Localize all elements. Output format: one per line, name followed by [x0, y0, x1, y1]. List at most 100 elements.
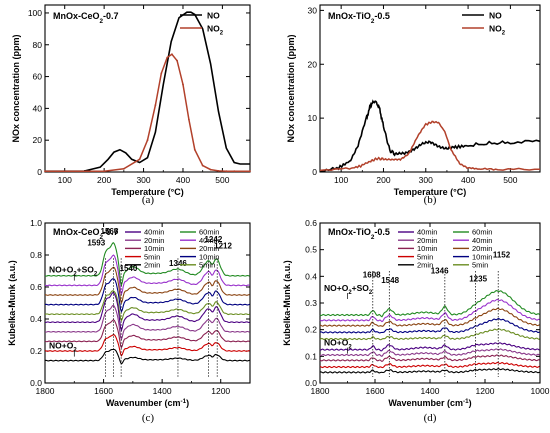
spectrum-line-2min — [319, 368, 540, 374]
spectrum-line-10min — [44, 319, 250, 350]
y-tick-label: 0.2 — [305, 325, 317, 335]
y-tick-label: 30 — [308, 5, 318, 15]
x-tick-label: 1600 — [94, 386, 113, 396]
series-point-no2 — [225, 170, 228, 173]
y-tick-label: 0.6 — [305, 218, 317, 228]
series-point-no2 — [209, 168, 212, 171]
y-tick-label: 20 — [33, 135, 43, 145]
legend-label: 5min — [472, 261, 488, 270]
peak-label: 1152 — [493, 251, 511, 260]
y-axis-title: Kubelka-Munk (a.u.) — [7, 260, 17, 346]
plot-frame — [319, 4, 541, 173]
peak-label: 1235 — [469, 275, 487, 284]
spectrum-line-5min — [319, 361, 540, 369]
spectrum-line-20min — [44, 266, 250, 305]
legend-label: 10min — [199, 252, 219, 261]
spectrum-line-40min — [319, 342, 540, 352]
legend-label: 5min — [199, 261, 215, 270]
series-point-no2 — [160, 72, 163, 75]
group-label-no-o2: NO+O2 — [49, 341, 77, 354]
panel-c: 1800 1600 1400 1200 0.0 0.2 0.4 0.6 0.8 1.0 1593 15… — [7, 218, 251, 424]
x-tick-label: 1800 — [311, 386, 330, 396]
x-tick-label: 500 — [215, 175, 229, 185]
y-tick-label: 0 — [37, 167, 42, 177]
y-axis-title: Kubelka-Munk (a.u.) — [282, 260, 292, 346]
y-tick-label: 0 — [312, 167, 317, 177]
legend-label: 10min — [472, 252, 492, 261]
y-tick-label: 0.4 — [30, 314, 42, 324]
series-point-no2 — [217, 169, 220, 172]
spectrum-line-10min — [319, 318, 540, 334]
x-tick-label: 1600 — [366, 386, 385, 396]
peak-label: 1346 — [431, 267, 449, 276]
series-point-no2 — [122, 167, 125, 170]
spectrum-line-20min — [44, 304, 250, 341]
series-point-no2 — [146, 139, 149, 142]
series-point-no2 — [187, 118, 190, 121]
x-tick-label: 1800 — [36, 386, 55, 396]
spectrum-line-5min — [319, 328, 540, 341]
x-tick-label: 300 — [136, 175, 150, 185]
legend-label-no2: NO2 — [489, 24, 506, 37]
panel-b: 100 200 300 400 500 0 10 20 30 MnOx-TiO2-0.5 NO NO2… — [286, 4, 541, 206]
legend-label: 2min — [144, 261, 160, 270]
legend-label: 60min — [472, 228, 492, 237]
x-axis-title: Wavenumber (cm-1) — [106, 398, 189, 409]
group-label-no-o2: NO+O2 — [324, 338, 352, 351]
legend-label: 40min — [417, 228, 437, 237]
legend-label: 5min — [144, 252, 160, 261]
peak-label: 1566 — [101, 227, 119, 236]
x-tick-label: 1200 — [476, 386, 495, 396]
spectrum-line-40min — [44, 292, 250, 332]
panel-title: MnOx-CeO2-0.7 — [53, 11, 119, 25]
panel-caption: (b) — [424, 194, 437, 206]
x-tick-label: 100 — [334, 175, 348, 185]
spectrum-line-40min — [44, 254, 250, 296]
panel-caption: (a) — [142, 194, 155, 206]
x-tick-label: 200 — [97, 175, 111, 185]
spectrum-line-20min — [319, 348, 540, 357]
y-tick-label: 0.0 — [30, 378, 42, 388]
series-line-no2 — [319, 120, 540, 172]
spectrum-line-60min — [44, 242, 250, 288]
legend-label: 40min — [144, 228, 164, 237]
series-point-no2 — [103, 170, 106, 173]
y-tick-label: 80 — [33, 40, 43, 50]
series-line-no — [319, 99, 541, 173]
y-tick-label: 0.8 — [30, 250, 42, 260]
panel-title: MnOx-TiO2-0.5 — [328, 11, 390, 25]
x-tick-label: 1400 — [153, 386, 172, 396]
legend-label-no: NO — [207, 11, 220, 21]
y-tick-label: 1.0 — [30, 218, 42, 228]
y-tick-label: 0.2 — [30, 346, 42, 356]
y-tick-label: 0.1 — [305, 351, 317, 361]
y-tick-label: 0.4 — [305, 271, 317, 281]
series-point-no2 — [138, 158, 141, 161]
spectrum-line-2min — [44, 348, 250, 365]
peak-label: 1548 — [381, 276, 399, 285]
y-axis-title: NOx concentration (ppm) — [286, 34, 296, 142]
legend-label: 10min — [417, 244, 437, 253]
legend-label: 20min — [472, 244, 492, 253]
y-axis-title: NOx concentration (ppm) — [11, 34, 21, 142]
panel-a: 100 200 300 400 500 0 20 40 60 80 100 MnOx-CeO2-0.7… — [11, 4, 251, 206]
peak-label: 1242 — [204, 235, 222, 244]
panel-caption: (d) — [424, 412, 437, 424]
spectrum-line-10min — [319, 354, 540, 363]
series-point-no2 — [249, 170, 251, 173]
series-point-no2 — [154, 104, 157, 107]
group-label-so2: NO+O2+SO2 — [324, 283, 373, 296]
series-point-no2 — [233, 170, 236, 173]
series-point-no2 — [166, 56, 169, 59]
y-tick-label: 0.3 — [305, 298, 317, 308]
peak-label: 1540 — [120, 264, 138, 273]
legend-label: 20min — [144, 236, 164, 245]
x-axis-title: Temperature (°C) — [394, 187, 466, 197]
x-axis-title: Temperature (°C) — [111, 187, 183, 197]
legend-label-no: NO — [489, 11, 502, 21]
panel-title: MnOx-TiO2-0.5 — [328, 227, 390, 241]
spectrum-line-5min — [44, 290, 250, 322]
y-tick-label: 40 — [33, 103, 43, 113]
series-point-no2 — [171, 53, 173, 56]
y-tick-label: 0.6 — [30, 282, 42, 292]
